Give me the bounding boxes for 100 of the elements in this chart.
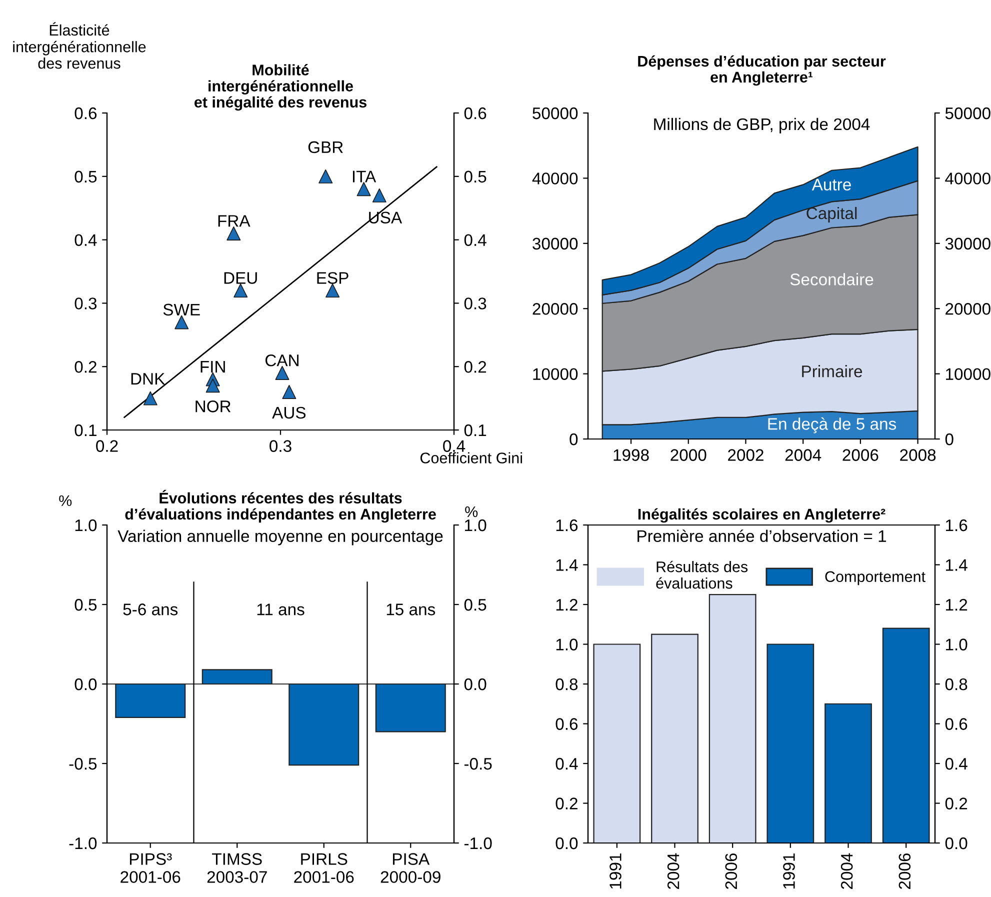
series-label: Autre <box>812 178 851 190</box>
y2-tick-label: 0.6 <box>945 718 968 730</box>
point <box>318 169 333 184</box>
annotation: ITA <box>352 170 376 182</box>
y2-tick-label: 0.2 <box>945 798 968 810</box>
annotation: DEU <box>224 272 257 284</box>
annotation: FIN <box>200 361 225 372</box>
y-tick-label: 0.4 <box>556 758 578 770</box>
y-tick-label: 0.5 <box>74 598 97 611</box>
annotation: DNK <box>131 373 166 385</box>
annotation: 5-6 ans <box>123 604 178 616</box>
series-label: Primaire <box>802 365 862 378</box>
y2-tick-label: 0.1 <box>464 424 486 436</box>
y2-axis-title: % <box>465 506 478 518</box>
y-tick-label: 50000 <box>532 107 578 120</box>
chart-title: Évolutions récentes des résultats d’évaluations indépendantes en Angleterre <box>125 490 436 523</box>
y-tick-label: 1.2 <box>556 598 578 611</box>
y2-tick-label: 50000 <box>945 107 990 120</box>
x-tick-label: 0.4 <box>443 440 466 452</box>
x-tick-label: PISA 2000-09 <box>380 853 440 883</box>
y-tick-label: 20000 <box>532 303 578 315</box>
chart-subtitle: Variation annuelle moyenne en pourcentage <box>118 530 443 546</box>
y-axis-title: % <box>59 495 72 506</box>
y-tick-label: 1.4 <box>556 559 578 571</box>
y-tick-label: 0.1 <box>74 424 96 436</box>
y-tick-label: 0.4 <box>74 234 97 246</box>
x-tick-label: TIMSS 2003-07 <box>207 853 267 883</box>
y2-tick-label: 20000 <box>946 303 990 315</box>
y-tick-label: -0.5 <box>69 758 97 770</box>
annotation: NOR <box>196 400 231 412</box>
x-tick-label: 2004 <box>667 853 680 889</box>
y2-tick-label: 0.0 <box>945 837 968 850</box>
point <box>356 182 371 196</box>
x-tick-label: PIPS³ 2001-06 <box>120 853 180 883</box>
y2-tick-label: 0.3 <box>464 298 486 310</box>
y-tick-label: 0.8 <box>556 678 578 690</box>
y2-tick-label: 0.4 <box>945 758 968 770</box>
point <box>275 366 290 380</box>
y-axis-title: Élasticité intergénérationnelle des revenus <box>13 22 146 69</box>
point <box>206 378 220 393</box>
point <box>143 391 158 406</box>
chart-subtitle: Millions de GBP, prix de 2004 <box>654 118 870 134</box>
annotation: SWE <box>163 304 200 316</box>
y-tick-label: 0.2 <box>556 798 578 810</box>
y-tick-label: 40000 <box>532 172 578 184</box>
annotation: 15 ans <box>386 604 436 616</box>
x-tick-label: 1991 <box>610 854 622 889</box>
y-tick-label: 1.0 <box>556 638 578 650</box>
y2-tick-label: 30000 <box>945 238 990 250</box>
x-tick-label: 2004 <box>785 449 822 461</box>
x-tick-label: 1998 <box>614 449 649 461</box>
x-tick-label: 2000 <box>670 449 706 461</box>
x-tick-label: 2006 <box>898 853 911 889</box>
y2-tick-label: 0.2 <box>464 361 486 373</box>
bar <box>766 644 814 843</box>
series-label: En deçà de 5 ans <box>768 417 896 434</box>
annotation: AUS <box>272 406 306 419</box>
x-tick-label: 1991 <box>783 854 795 889</box>
x-tick-label: 2004 <box>840 853 853 889</box>
point <box>174 315 189 330</box>
y-tick-label: 0.0 <box>556 837 578 850</box>
legend-label: Comportement <box>825 571 926 586</box>
y-tick-label: 10000 <box>533 368 578 380</box>
y2-tick-label: 0.0 <box>464 678 486 690</box>
x-axis-title: Coefficient Gini <box>420 452 522 464</box>
y2-tick-label: 1.0 <box>946 638 968 650</box>
x-tick-label: 2008 <box>900 449 936 461</box>
x-tick-label: PIRLS 2001-06 <box>294 853 354 883</box>
series-label: Secondaire <box>790 273 874 286</box>
point <box>226 226 241 240</box>
y2-tick-label: 10000 <box>946 368 990 380</box>
y2-tick-label: 0.4 <box>464 234 486 246</box>
y-tick-label: 1.6 <box>556 519 578 532</box>
y-tick-label: 0 <box>570 433 578 446</box>
y2-tick-label: 1.2 <box>946 598 968 611</box>
bar <box>882 628 930 843</box>
y2-tick-label: -1.0 <box>464 837 492 850</box>
point <box>326 284 340 298</box>
bar <box>708 594 756 843</box>
bar <box>651 634 698 843</box>
y-tick-label: 0.0 <box>74 678 97 690</box>
y-tick-label: 0.2 <box>74 361 96 373</box>
chart-title: Inégalités scolaires en Angleterre² <box>638 508 886 523</box>
y2-tick-label: 1.6 <box>946 519 968 532</box>
point <box>372 188 386 202</box>
point <box>234 284 248 298</box>
x-tick-label: 2006 <box>842 449 878 461</box>
y-tick-label: 0.6 <box>556 718 578 730</box>
y-tick-label: 0.5 <box>74 170 97 183</box>
series-label: Capital <box>806 206 857 222</box>
annotation: 11 ans <box>257 604 304 616</box>
y-tick-label: 0.6 <box>74 107 97 120</box>
chart-title: Mobilité intergénérationnelle et inégalité des revenus <box>194 64 366 111</box>
y-tick-label: 0.3 <box>74 298 97 310</box>
point <box>282 384 296 399</box>
y2-tick-label: 0.6 <box>464 107 486 120</box>
x-tick-label: 2006 <box>725 853 738 889</box>
y2-tick-label: 0.5 <box>464 170 486 183</box>
x-tick-label: 2002 <box>728 449 764 461</box>
chart-title: Dépenses d’éducation par secteur en Angleterre¹ <box>638 55 886 86</box>
